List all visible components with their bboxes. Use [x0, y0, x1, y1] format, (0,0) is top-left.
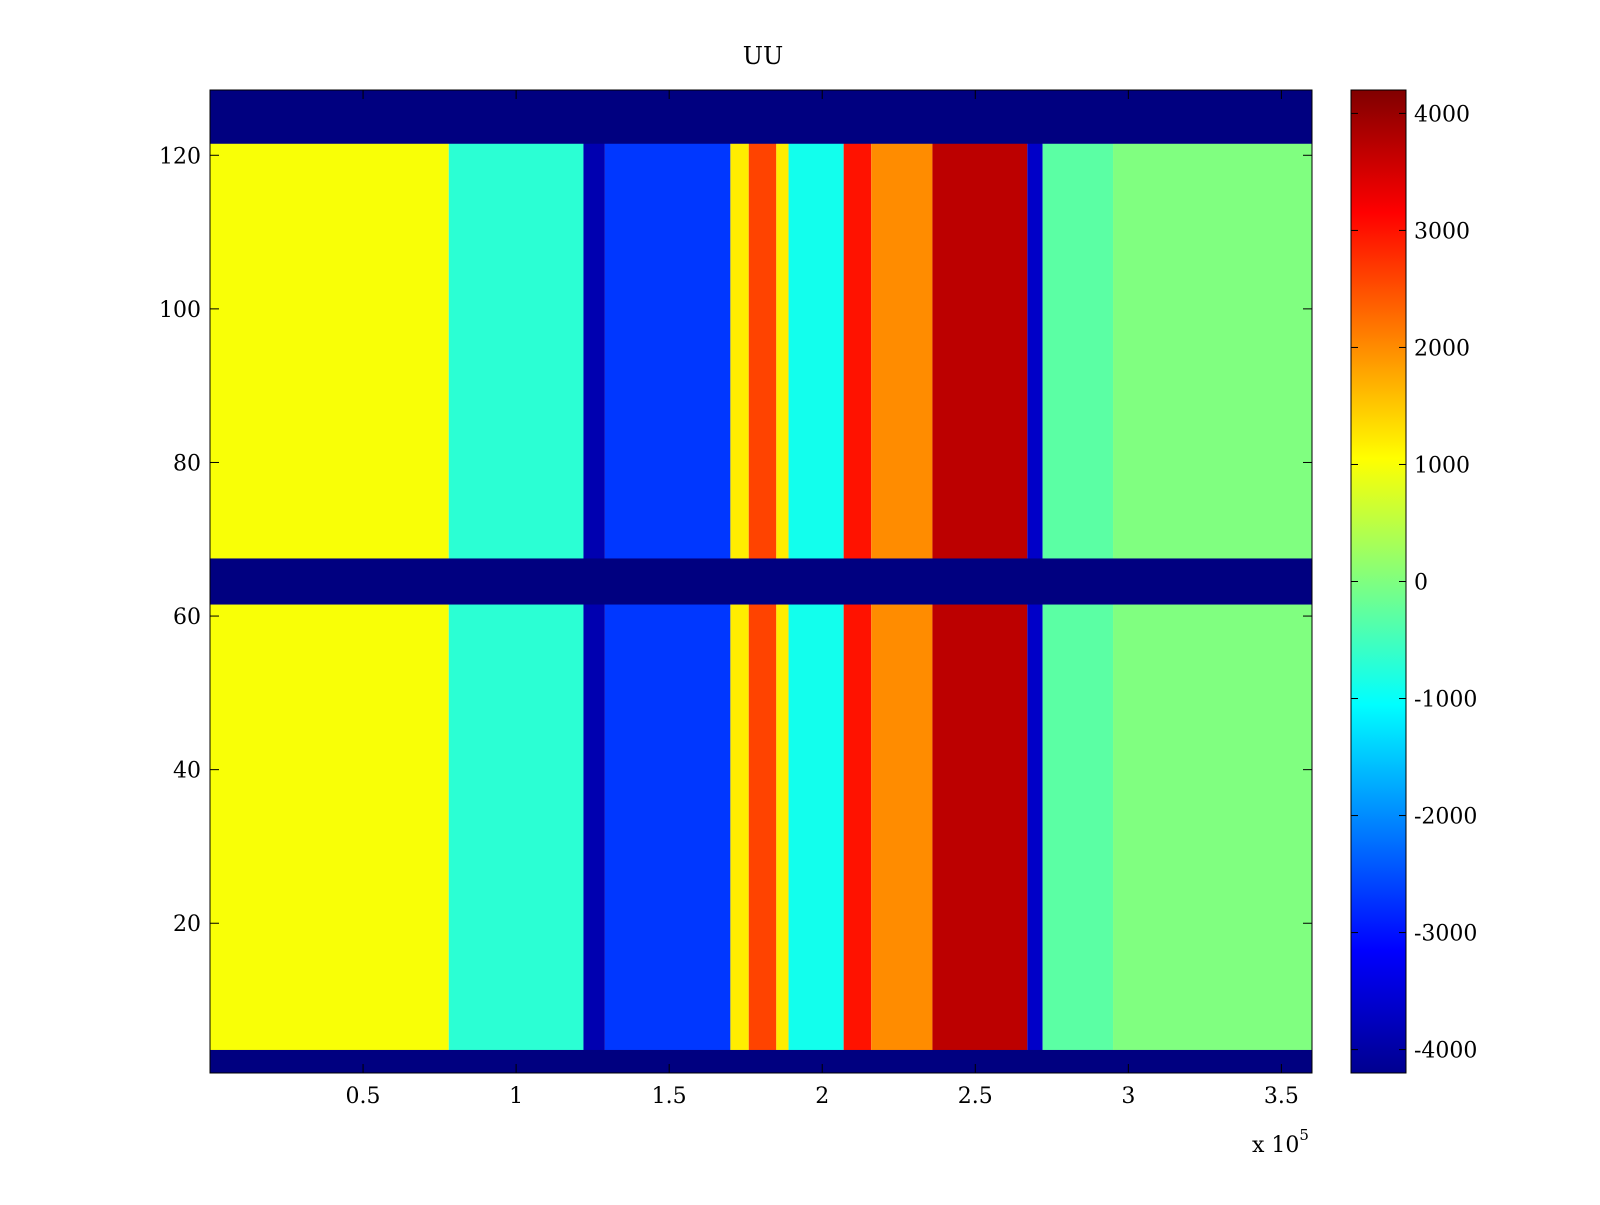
colorbar-tick-label: -4000	[1414, 1039, 1477, 1064]
x-tick-label: 1.5	[652, 1084, 687, 1109]
chart-title: UU	[743, 42, 783, 70]
colorbar-tick-label: 1000	[1414, 453, 1470, 478]
masked-row-band-2	[210, 558, 1312, 605]
plot-frame	[209, 89, 1313, 1074]
colorbar-tick-label: -3000	[1414, 922, 1477, 947]
y-axis: 20 40 60 80 100 120	[159, 144, 1312, 937]
y-tick-label: 40	[173, 759, 201, 784]
x-multiplier-label: x 105	[1252, 1126, 1309, 1158]
colorbar-tick-label: -1000	[1414, 688, 1477, 713]
colorbar	[1350, 89, 1407, 1074]
x-tick-label: 3.5	[1264, 1084, 1299, 1109]
x-multiplier-exponent: 5	[1299, 1126, 1309, 1144]
masked-row-band-3	[210, 90, 1312, 144]
colorbar-axis: 4000 3000 2000 1000 0 -1000 -2000 -3000 -4000	[1351, 102, 1477, 1064]
x-tick-label: 0.5	[346, 1084, 381, 1109]
colorbar-tick-label: 3000	[1414, 219, 1470, 244]
x-multiplier-base: x 10	[1252, 1133, 1299, 1158]
x-tick-label: 2.5	[958, 1084, 993, 1109]
colorbar-tick-label: -2000	[1414, 805, 1477, 830]
x-axis: 0.5 1 1.5 2 2.5 3 3.5	[346, 90, 1299, 1109]
colorbar-tick-label: 4000	[1414, 102, 1470, 127]
y-tick-label: 20	[173, 912, 201, 937]
y-tick-label: 120	[159, 144, 201, 169]
y-tick-label: 80	[173, 451, 201, 476]
colorbar-tick-label: 2000	[1414, 336, 1470, 361]
colorbar-tick-label: 0	[1414, 571, 1428, 596]
y-tick-label: 100	[159, 298, 201, 323]
masked-row-band-1	[210, 1049, 1312, 1073]
x-tick-label: 1	[509, 1084, 523, 1109]
heatmap-area	[210, 90, 1312, 1073]
x-tick-label: 2	[815, 1084, 829, 1109]
x-tick-label: 3	[1121, 1084, 1135, 1109]
y-tick-label: 60	[173, 605, 201, 630]
